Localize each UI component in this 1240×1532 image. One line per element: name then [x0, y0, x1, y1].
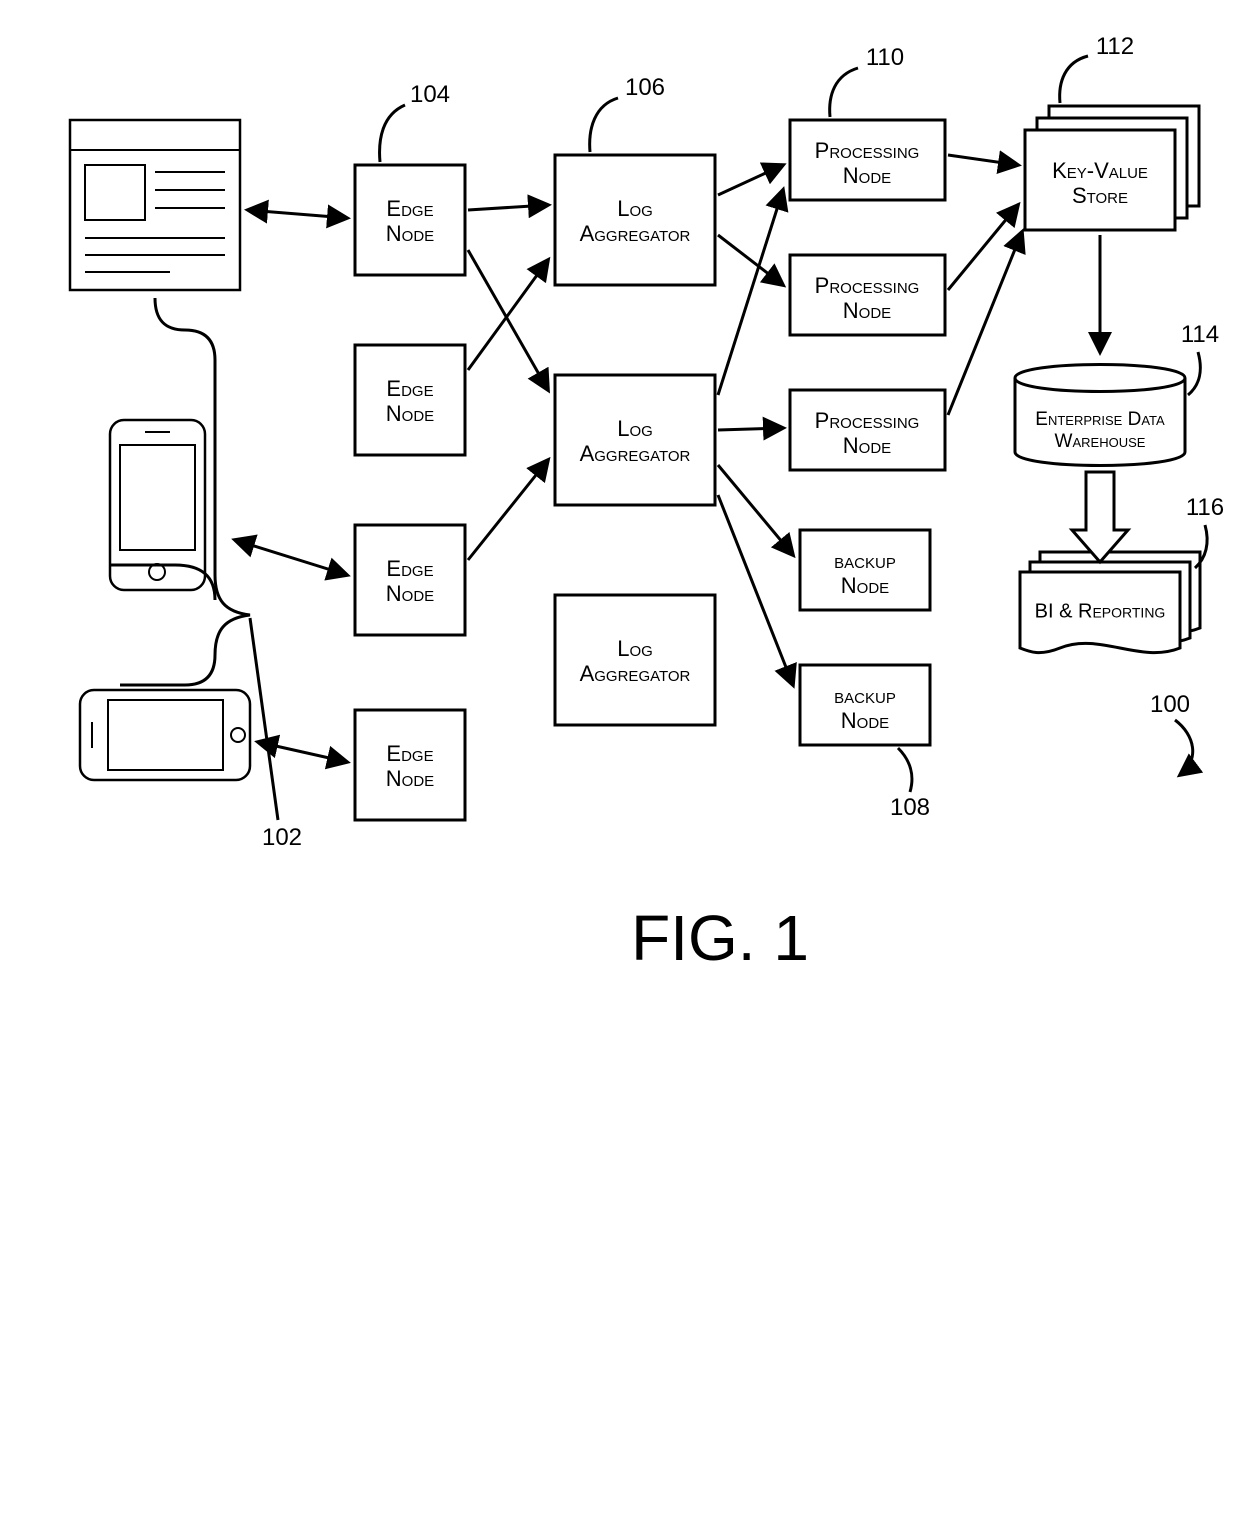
svg-text:100: 100	[1150, 691, 1190, 718]
arrow-warehouse-reporting	[1072, 472, 1128, 562]
arrow-proc2-kv	[948, 232, 1022, 415]
device-browser	[70, 120, 240, 290]
svg-text:backup: backup	[834, 683, 896, 708]
edge-node-label2: Node	[386, 221, 434, 246]
svg-text:114: 114	[1181, 321, 1219, 348]
ref-100: 100	[1150, 691, 1193, 775]
svg-text:Edge: Edge	[386, 556, 433, 581]
backup-node-1: backup Node	[800, 665, 930, 745]
arrow-log1-backup0	[718, 465, 793, 555]
svg-text:110: 110	[866, 44, 904, 71]
svg-text:Aggregator: Aggregator	[580, 441, 691, 466]
arrow-log1-proc0	[718, 190, 783, 395]
arrow-edge0-log0	[468, 205, 548, 210]
device-phone-landscape	[80, 690, 250, 780]
svg-text:backup: backup	[834, 548, 896, 573]
ref-106: 106	[590, 74, 665, 152]
enterprise-data-warehouse: Enterprise Data Warehouse	[1015, 365, 1185, 466]
arrow-log1-backup1	[718, 495, 793, 685]
svg-text:BI & Reporting: BI & Reporting	[1035, 600, 1166, 622]
svg-text:112: 112	[1096, 33, 1134, 60]
arrow-log0-proc1	[718, 235, 783, 285]
svg-text:Log: Log	[617, 636, 653, 661]
edge-node-2: Edge Node	[355, 525, 465, 635]
arrow-browser-edge	[248, 210, 347, 218]
edge-node-1: Edge Node	[355, 345, 465, 455]
svg-text:Enterprise Data: Enterprise Data	[1035, 409, 1165, 430]
arrow-phone2-edge	[258, 742, 347, 762]
svg-text:104: 104	[410, 81, 450, 108]
svg-text:106: 106	[625, 74, 665, 101]
svg-text:Edge: Edge	[386, 376, 433, 401]
svg-text:Log: Log	[617, 196, 653, 221]
svg-text:Store: Store	[1072, 183, 1128, 208]
arrow-proc1-kv	[948, 205, 1018, 290]
ref-102: 102	[250, 618, 302, 851]
processing-node-0: Processing Node	[790, 120, 945, 200]
svg-text:Aggregator: Aggregator	[580, 661, 691, 686]
svg-text:Log: Log	[617, 416, 653, 441]
bi-reporting: BI & Reporting	[1020, 552, 1200, 653]
svg-text:Node: Node	[386, 401, 434, 426]
svg-text:Processing: Processing	[815, 138, 920, 163]
svg-text:Processing: Processing	[815, 273, 920, 298]
svg-text:Node: Node	[843, 433, 891, 458]
svg-text:Edge: Edge	[386, 741, 433, 766]
arrow-proc0-kv	[948, 155, 1018, 165]
edge-node-0: Edge Node	[355, 165, 465, 275]
svg-text:Warehouse: Warehouse	[1055, 431, 1146, 452]
ref-104: 104	[380, 81, 450, 162]
processing-node-2: Processing Node	[790, 390, 945, 470]
svg-text:Processing: Processing	[815, 408, 920, 433]
arrow-phone1-edge	[235, 540, 347, 575]
svg-text:102: 102	[262, 824, 302, 851]
arrow-log0-proc0	[718, 165, 783, 195]
edge-node-3: Edge Node	[355, 710, 465, 820]
arrow-edge1-log0	[468, 260, 548, 370]
arrow-log1-proc2	[718, 428, 783, 430]
svg-text:Node: Node	[841, 708, 889, 733]
svg-text:108: 108	[890, 794, 930, 821]
svg-text:Node: Node	[841, 573, 889, 598]
processing-node-1: Processing Node	[790, 255, 945, 335]
figure-title: FIG. 1	[631, 902, 809, 974]
svg-text:Aggregator: Aggregator	[580, 221, 691, 246]
log-aggregator-1: Log Aggregator	[555, 375, 715, 505]
svg-text:Node: Node	[843, 163, 891, 188]
ref-110: 110	[830, 44, 904, 117]
svg-text:Node: Node	[386, 766, 434, 791]
edge-node-label: Edge	[386, 196, 433, 221]
backup-node-0: backup Node	[800, 530, 930, 610]
arrow-edge0-log1	[468, 250, 548, 390]
arrow-edge2-log1	[468, 460, 548, 560]
svg-text:Node: Node	[386, 581, 434, 606]
log-aggregator-0: Log Aggregator	[555, 155, 715, 285]
ref-108: 108	[890, 748, 930, 821]
svg-text:Key-Value: Key-Value	[1052, 158, 1148, 183]
key-value-store: Key-Value Store	[1025, 106, 1199, 230]
svg-text:116: 116	[1186, 494, 1224, 521]
svg-text:Node: Node	[843, 298, 891, 323]
log-aggregator-2: Log Aggregator	[555, 595, 715, 725]
ref-112: 112	[1060, 33, 1134, 103]
ref-114: 114	[1181, 321, 1219, 395]
